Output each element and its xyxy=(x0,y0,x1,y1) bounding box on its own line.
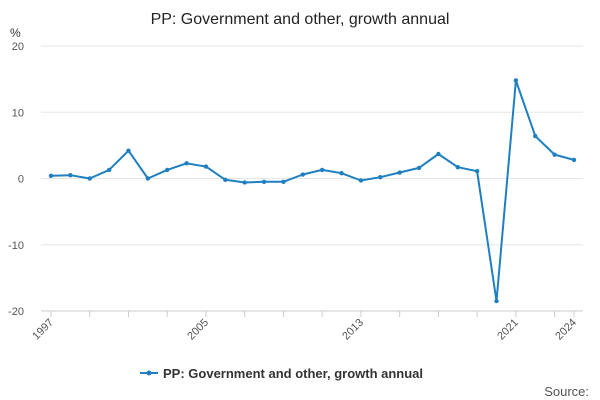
x-axis: 1997 2005 2013 2021 2024 xyxy=(30,310,583,343)
x-tick-label: 2005 xyxy=(185,317,211,343)
y-tick-label: 0 xyxy=(18,174,24,186)
data-point xyxy=(126,148,131,153)
data-point xyxy=(416,165,422,171)
data-point xyxy=(494,298,499,304)
chart-title: PP: Government and other, growth annual xyxy=(151,11,450,28)
data-point xyxy=(165,167,170,173)
y-axis-ticks: 20 10 0 -10 -20 xyxy=(8,41,24,318)
x-tick-label: 2021 xyxy=(495,317,521,343)
x-tick-label: 2024 xyxy=(553,317,579,343)
data-point xyxy=(378,174,383,180)
source-label: Source: xyxy=(544,384,589,399)
data-point xyxy=(145,176,151,181)
data-point xyxy=(513,78,519,83)
data-point xyxy=(436,151,441,157)
series-line xyxy=(50,79,575,303)
grid-lines xyxy=(41,45,583,312)
x-tick-label: 2013 xyxy=(340,317,366,343)
data-point xyxy=(48,173,54,179)
data-point xyxy=(184,161,189,166)
data-point xyxy=(87,176,92,181)
data-point xyxy=(358,178,364,183)
y-tick-label: -10 xyxy=(8,240,24,252)
data-point xyxy=(242,180,247,185)
data-point xyxy=(106,167,112,173)
data-point xyxy=(300,172,306,177)
y-tick-label: 10 xyxy=(12,107,24,119)
data-point xyxy=(533,133,538,139)
data-point xyxy=(261,179,267,185)
data-point xyxy=(223,177,228,183)
data-point xyxy=(397,170,402,175)
data-point xyxy=(203,164,209,169)
y-tick-label: -20 xyxy=(8,306,24,318)
legend-label: PP: Government and other, growth annual xyxy=(163,366,423,381)
data-point xyxy=(68,172,73,178)
data-point xyxy=(552,152,557,157)
y-tick-label: 20 xyxy=(12,41,24,53)
data-point xyxy=(474,169,480,174)
series-layer xyxy=(48,78,577,304)
data-point xyxy=(281,179,286,185)
data-point xyxy=(455,165,460,170)
data-point xyxy=(339,171,344,176)
data-point xyxy=(571,157,577,163)
legend: PP: Government and other, growth annual xyxy=(140,366,423,381)
data-point xyxy=(319,167,325,173)
y-axis-unit: % xyxy=(10,26,21,40)
x-tick-label: 1997 xyxy=(30,317,56,343)
legend-marker-dot xyxy=(146,370,152,376)
